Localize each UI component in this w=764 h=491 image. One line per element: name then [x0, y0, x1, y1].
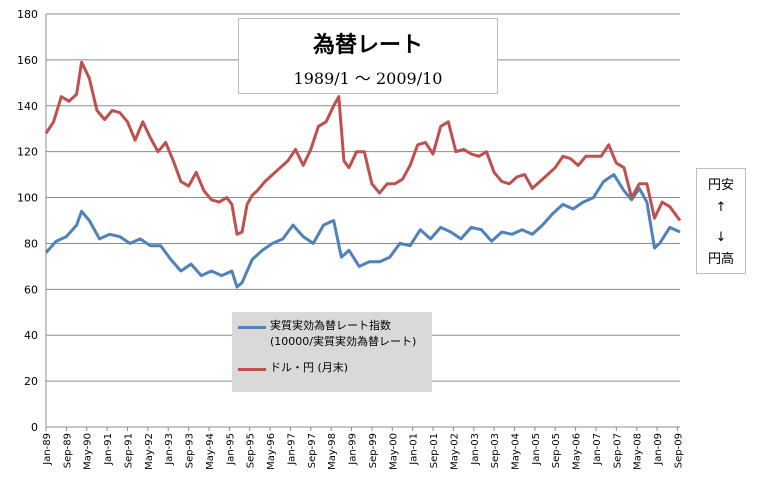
y-tick-label-8: 160 — [17, 54, 38, 67]
x-tick-label-5: May-92 — [144, 433, 155, 470]
x-tick-label-7: Sep-93 — [185, 433, 196, 468]
y-tick-label-3: 60 — [24, 283, 38, 296]
legend-label-series-1: 実質実効為替レート指数 (10000/実質実効為替レート) — [270, 318, 416, 350]
x-tick-label-20: May-02 — [449, 433, 460, 470]
x-tick-label-13: Sep-97 — [307, 433, 318, 468]
x-tick-label-22: Sep-03 — [490, 433, 501, 468]
yen-weak-label: 円安 — [707, 178, 734, 193]
legend-swatch-blue — [238, 326, 266, 329]
arrow-up-icon: ↑ — [715, 200, 727, 215]
yen-strong-label: 円高 — [707, 252, 734, 267]
y-tick-label-4: 80 — [24, 237, 38, 250]
arrow-down-icon: ↓ — [715, 230, 727, 245]
y-tick-label-9: 180 — [17, 8, 38, 21]
x-tick-label-2: May-90 — [83, 433, 94, 470]
x-tick-label-8: May-94 — [205, 433, 216, 470]
x-tick-label-29: May-08 — [633, 433, 644, 470]
y-tick-label-6: 120 — [17, 146, 38, 159]
x-tick-label-6: Jan-93 — [164, 433, 175, 466]
x-tick-label-28: Sep-07 — [612, 433, 623, 468]
x-tick-label-14: May-98 — [327, 433, 338, 470]
x-tick-label-17: May-00 — [388, 433, 399, 470]
chart-title: 為替レート — [312, 33, 423, 58]
x-tick-label-21: Jan-03 — [470, 433, 481, 466]
y-tick-label-2: 40 — [24, 329, 38, 342]
y-tick-label-5: 100 — [17, 192, 38, 205]
x-tick-label-31: Sep-09 — [673, 433, 684, 468]
x-tick-label-4: Sep-91 — [123, 433, 134, 468]
x-tick-label-12: Jan-97 — [286, 433, 297, 466]
x-tick-label-25: Sep-05 — [551, 433, 562, 468]
title-box: 為替レート 1989/1 〜 2009/10 — [238, 18, 498, 94]
x-tick-label-0: Jan-89 — [42, 433, 53, 466]
legend-swatch-red — [238, 368, 266, 371]
x-tick-label-16: Sep-99 — [368, 433, 379, 468]
legend-label-series-1-line2: (10000/実質実効為替レート) — [270, 335, 417, 348]
x-tick-label-11: May-96 — [266, 433, 277, 470]
x-tick-label-3: Jan-91 — [103, 433, 114, 466]
x-tick-label-19: Sep-01 — [429, 433, 440, 468]
y-tick-label-7: 140 — [17, 100, 38, 113]
legend-label-series-1-line1: 実質実効為替レート指数 — [270, 319, 391, 332]
legend: 実質実効為替レート指数 (10000/実質実効為替レート) ドル・円 (月末) — [232, 312, 432, 392]
yen-direction-note: 円安 ↑ ↓ 円高 — [696, 168, 746, 274]
legend-label-series-2: ドル・円 (月末) — [270, 361, 349, 374]
x-tick-label-18: Jan-01 — [409, 433, 420, 466]
y-tick-label-0: 0 — [31, 421, 38, 434]
x-tick-label-23: May-04 — [510, 433, 521, 470]
x-tick-label-1: Sep-89 — [62, 433, 73, 468]
series-line-1 — [44, 173, 681, 289]
x-tick-label-26: May-06 — [572, 433, 583, 470]
x-tick-label-9: Jan-95 — [225, 433, 236, 466]
x-tick-label-30: Jan-09 — [653, 433, 664, 466]
x-tick-label-10: Sep-95 — [246, 433, 257, 468]
x-tick-label-15: Jan-99 — [348, 433, 359, 466]
chart-subtitle: 1989/1 〜 2009/10 — [293, 69, 443, 88]
x-tick-label-24: Jan-05 — [531, 433, 542, 466]
x-tick-label-27: Jan-07 — [592, 433, 603, 466]
y-tick-label-1: 20 — [24, 375, 38, 388]
series-line-2 — [44, 60, 682, 236]
